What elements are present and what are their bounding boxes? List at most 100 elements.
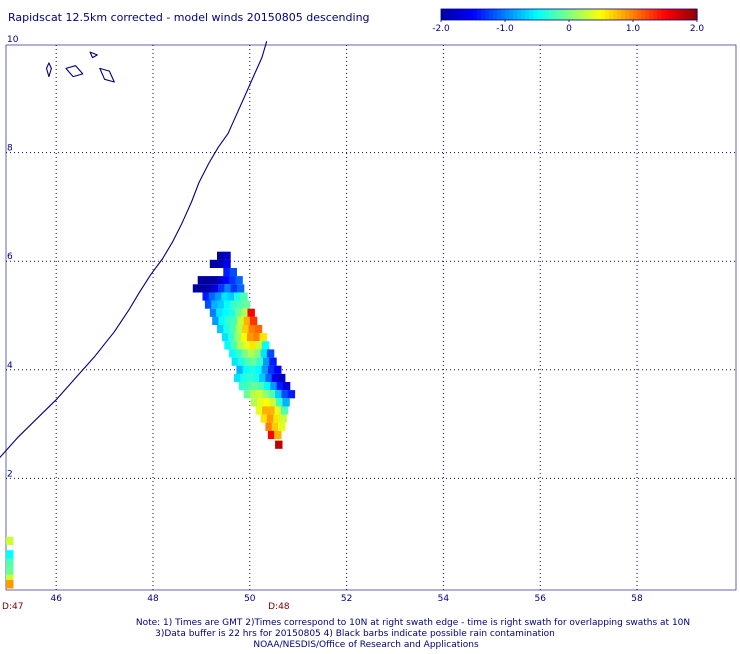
colorbar-swatch	[653, 9, 658, 20]
colorbar-swatch	[529, 9, 534, 20]
wind-cell	[248, 325, 256, 334]
wind-cell	[267, 430, 276, 440]
y-axis-ticks: 0246810	[7, 35, 19, 588]
wind-cell	[287, 390, 296, 399]
colorbar-swatch	[677, 9, 682, 20]
wind-cell	[223, 268, 231, 277]
wind-cell	[231, 316, 239, 325]
wind-cell	[223, 259, 231, 268]
wind-cell	[262, 390, 270, 399]
wind-cell	[240, 333, 249, 342]
wind-cell	[282, 382, 291, 391]
coastline-mainland	[0, 41, 268, 459]
wind-cell	[242, 325, 250, 334]
wind-cell	[6, 574, 14, 583]
wind-cell	[234, 308, 243, 317]
colorbar-tick-label: 1.0	[626, 24, 641, 34]
colorbar-swatch	[501, 9, 506, 20]
wind-cell	[236, 341, 245, 350]
colorbar-swatch	[649, 9, 654, 20]
wind-cell	[279, 414, 287, 423]
wind-cell	[222, 276, 231, 285]
colorbar-swatch	[625, 9, 630, 20]
colorbar-swatch	[505, 9, 510, 20]
colorbar-swatch	[657, 9, 662, 20]
colorbar-swatch	[449, 9, 454, 20]
wind-cell	[234, 373, 242, 383]
wind-cell	[199, 284, 207, 293]
colorbar-swatch	[469, 9, 474, 20]
wind-cell	[228, 333, 236, 342]
colorbar-swatch	[569, 9, 574, 20]
wind-cell	[237, 357, 246, 366]
wind-cell	[273, 414, 281, 423]
wind-cell	[262, 341, 270, 350]
wind-cell	[228, 308, 237, 317]
wind-cell	[253, 333, 261, 342]
x-tick-label: 52	[341, 594, 352, 604]
wind-cell	[257, 382, 266, 391]
wind-cell	[197, 276, 206, 285]
wind-cell	[251, 382, 259, 391]
wind-cell	[268, 406, 276, 415]
wind-cell	[276, 382, 284, 391]
wind-cell	[229, 276, 237, 285]
colorbar-swatch	[489, 9, 494, 20]
plot-frame	[5, 44, 737, 591]
wind-cell	[224, 284, 232, 293]
wind-cell	[256, 357, 265, 366]
colorbar-swatch	[565, 9, 570, 20]
wind-cell	[263, 398, 271, 407]
colorbar-swatch	[601, 9, 606, 20]
wind-cell	[259, 333, 267, 342]
colorbar-swatch	[693, 9, 698, 20]
colorbar: -2.0 -1.0 0 1.0 2.0	[432, 8, 704, 34]
wind-cell	[265, 373, 273, 383]
wind-cell	[217, 325, 225, 334]
wind-cell	[271, 422, 280, 431]
colorbar-swatch	[453, 9, 458, 20]
wind-cell	[241, 308, 249, 317]
wind-cell	[211, 284, 220, 293]
colorbar-swatch	[465, 9, 470, 20]
wind-cell	[221, 333, 230, 342]
colorbar-swatch	[605, 9, 610, 20]
coastline-islet-4	[89, 51, 98, 59]
colorbar-swatch	[573, 9, 578, 20]
wind-cell	[217, 251, 225, 260]
wind-cell	[204, 276, 212, 285]
wind-cell	[230, 341, 238, 350]
wind-cell	[263, 357, 271, 366]
wind-cell	[274, 430, 282, 440]
wind-cell	[260, 349, 268, 358]
colorbar-swatch	[545, 9, 550, 20]
wind-cell	[264, 382, 272, 391]
wind-cell	[260, 414, 268, 423]
y-tick-label: 10	[7, 35, 19, 45]
wind-cell	[211, 300, 219, 309]
wind-cell	[249, 365, 257, 374]
wind-cell	[278, 373, 286, 383]
colorbar-swatch	[609, 9, 614, 20]
wind-cell	[274, 406, 282, 415]
gridlines	[6, 45, 736, 590]
wind-cell	[280, 406, 289, 415]
wind-cell	[235, 325, 244, 334]
colorbar-swatch	[577, 9, 582, 20]
y-tick-label: 2	[7, 469, 13, 479]
wind-cell	[275, 440, 283, 449]
colorbar-swatch	[513, 9, 518, 20]
wind-cell	[234, 292, 242, 301]
wind-cell	[245, 382, 253, 391]
x-tick-label: 58	[631, 594, 643, 604]
colorbar-swatch	[665, 9, 670, 20]
x-tick-label: 56	[534, 594, 546, 604]
wind-cell	[266, 414, 275, 423]
colorbar-swatch	[553, 9, 558, 20]
coastline-islet-3	[99, 67, 115, 83]
wind-cell	[236, 300, 244, 309]
wind-cell	[255, 341, 264, 350]
colorbar-swatch	[637, 9, 642, 20]
wind-cell	[215, 292, 223, 301]
